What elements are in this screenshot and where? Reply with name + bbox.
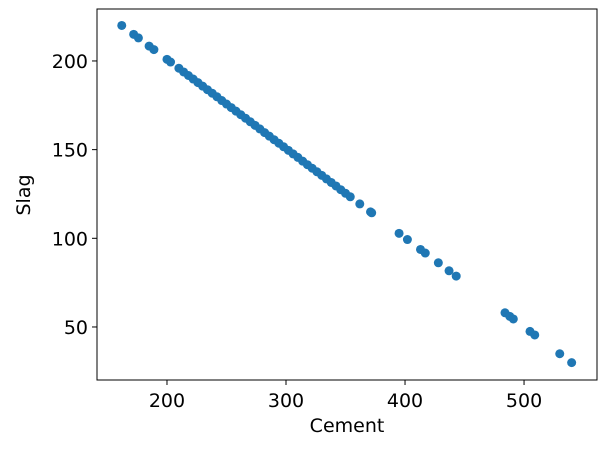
- x-tick-label: 200: [149, 390, 185, 412]
- x-tick-label: 400: [387, 390, 423, 412]
- point: [367, 208, 377, 218]
- point: [530, 330, 540, 340]
- y-tick-label: 100: [52, 228, 88, 250]
- point: [117, 20, 127, 30]
- point: [149, 45, 159, 55]
- y-tick-label: 50: [64, 317, 88, 339]
- y-tick-label: 150: [52, 140, 88, 162]
- point: [508, 314, 518, 324]
- point: [166, 57, 176, 67]
- point: [345, 192, 355, 202]
- point: [394, 228, 404, 238]
- point: [555, 349, 565, 359]
- point: [355, 199, 365, 209]
- point: [451, 271, 461, 281]
- point: [402, 235, 412, 245]
- point: [567, 358, 577, 368]
- x-tick-label: 500: [506, 390, 542, 412]
- x-tick-label: 300: [268, 390, 304, 412]
- y-tick-label: 200: [52, 51, 88, 73]
- point: [420, 248, 430, 258]
- y-axis-label: Slag: [13, 174, 35, 215]
- plot-frame: [96, 8, 598, 381]
- point: [133, 33, 143, 43]
- point: [433, 258, 443, 268]
- x-axis-label: Cement: [310, 415, 385, 437]
- point: [444, 266, 454, 276]
